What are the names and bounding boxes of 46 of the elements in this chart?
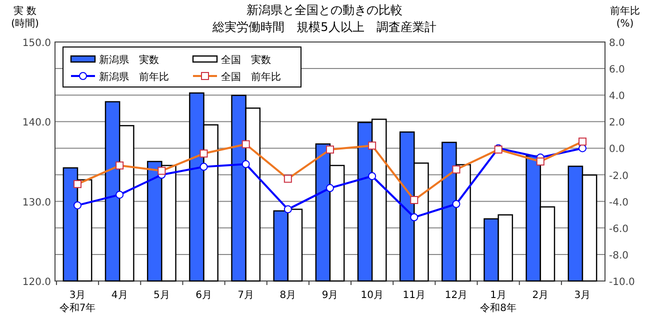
x-tick-label: 7月 bbox=[238, 290, 254, 301]
point bbox=[242, 160, 250, 168]
y-tick-label: 140.0 bbox=[22, 118, 51, 129]
x-tick-label: 9月 bbox=[322, 290, 338, 301]
y2-tick-label: -4.0 bbox=[609, 197, 629, 208]
y2-tick-label: 8.0 bbox=[609, 38, 625, 49]
legend-label: 新潟県 実数 bbox=[99, 54, 159, 66]
y2-tick-label: -10.0 bbox=[609, 277, 635, 288]
x-tick-label: 8月 bbox=[280, 290, 296, 301]
y-axis-title: 実 数 (時間) bbox=[11, 5, 39, 30]
chart-subtitle: 総実労働時間 規模5人以上 調査産業計 bbox=[212, 20, 436, 34]
point bbox=[284, 205, 292, 214]
legend-label: 全国 前年比 bbox=[221, 71, 281, 83]
y2-tick-label: -6.0 bbox=[609, 224, 629, 235]
y2-tick-label: 6.0 bbox=[609, 64, 625, 76]
x-tick-label: 2月 bbox=[532, 290, 549, 301]
point bbox=[326, 184, 334, 192]
y2-axis-title: 前年比 (%) bbox=[610, 5, 640, 30]
legend-label: 全国 実数 bbox=[221, 54, 271, 66]
x-tick-label: 4月 bbox=[111, 290, 128, 301]
point bbox=[368, 172, 376, 180]
y-tick-label: 120.0 bbox=[22, 277, 51, 288]
y2-tick-label: -8.0 bbox=[609, 250, 629, 262]
y2-tick-label: 0.0 bbox=[609, 144, 625, 156]
y-tick-label: 130.0 bbox=[22, 197, 51, 208]
text: 令和7年 bbox=[59, 302, 96, 314]
x-tick-label: 6月 bbox=[196, 290, 212, 301]
point bbox=[74, 201, 82, 210]
x-tick-label: 10月 bbox=[360, 290, 384, 301]
y2-tick-label: 4.0 bbox=[609, 91, 625, 102]
point bbox=[200, 162, 208, 171]
point bbox=[452, 200, 460, 208]
point bbox=[116, 190, 124, 199]
x-tick-label: 1月 bbox=[490, 290, 507, 301]
y-tick-label: 150.0 bbox=[22, 38, 51, 49]
x-tick-label: 3月 bbox=[69, 290, 86, 301]
x-tick-label: 12月 bbox=[444, 290, 468, 301]
x-tick-label: 5月 bbox=[153, 290, 170, 301]
y2-tick-label: 2.0 bbox=[609, 118, 625, 129]
x-tick-label: 11月 bbox=[402, 290, 426, 301]
point bbox=[410, 213, 418, 222]
x-tick-label: 3月 bbox=[574, 290, 591, 301]
y2-tick-label: -2.0 bbox=[609, 170, 629, 182]
text: 令和8年 bbox=[480, 302, 517, 314]
legend-label: 新潟県 前年比 bbox=[99, 71, 169, 83]
chart-title: 新潟県と全国との動きの比較 bbox=[246, 3, 402, 17]
